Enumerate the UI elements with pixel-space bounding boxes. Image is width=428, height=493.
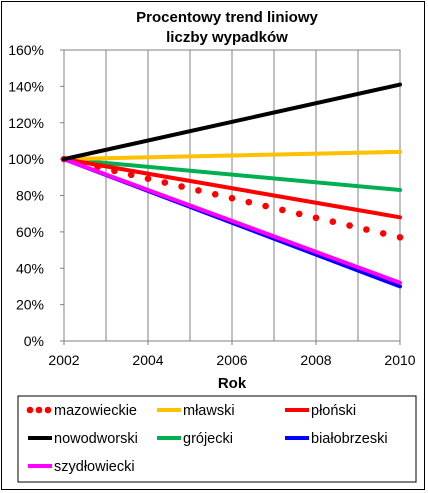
legend-label-mławski: mławski [183,403,235,419]
series-point-mazowieckie [363,226,370,233]
series-line-mławski [62,149,402,162]
legend-box [17,395,417,483]
legend-label-płoński: płoński [311,403,356,419]
y-tick-label: 140% [8,78,44,94]
x-tick-label: 2006 [216,352,247,368]
legend-label-szydłowiecki: szydłowiecki [54,459,135,475]
series-line-grójecki [62,157,402,193]
series-point-mazowieckie [329,218,337,225]
series-point-mazowieckie [195,187,202,194]
y-tick-label: 80% [16,188,44,204]
series-point-mazowieckie [346,222,353,229]
series-point-mazowieckie [312,214,320,222]
legend-label-grójecki: grójecki [183,431,233,447]
legend-label-białobrzeski: białobrzeski [311,431,388,447]
legend-marker-mazowieckie [26,406,34,414]
series-point-mazowieckie [178,183,185,190]
series-point-mazowieckie [379,230,387,237]
series-point-mazowieckie [161,179,169,186]
y-tick-label: 60% [16,224,44,240]
y-tick-label: 20% [16,297,44,313]
x-tick-label: 2004 [132,352,163,368]
series-point-mazowieckie [144,175,152,182]
x-tick-label: 2002 [48,352,79,368]
y-tick-label: 40% [16,260,44,276]
series-line-nowodworski [62,82,402,162]
series-point-mazowieckie [211,191,219,198]
y-tick-label: 120% [8,115,44,131]
y-tick-label: 100% [8,151,44,167]
y-tick-label: 0% [24,333,44,349]
series-point-mazowieckie [127,171,135,179]
legend-marker-mazowieckie [44,406,52,414]
chart-title-line-2: liczby wypadków [166,29,288,46]
chart-title-line-1: Procentowy trend liniowy [136,9,318,26]
series-point-mazowieckie [262,202,269,210]
series-line-szydłowiecki [62,157,402,285]
legend-marker-mazowieckie [35,406,43,414]
series-point-mazowieckie [279,206,286,214]
series-point-mazowieckie [228,194,236,202]
series-point-mazowieckie [396,234,404,241]
x-tick-label: 2010 [384,352,415,368]
legend-label-nowodworski: nowodworski [54,431,138,447]
legend-label-mazowieckie: mazowieckie [54,403,137,419]
series-point-mazowieckie [295,210,303,218]
x-tick-label: 2008 [300,352,331,368]
series-point-mazowieckie [245,198,253,206]
x-axis-label: Rok [218,375,247,392]
y-tick-label: 160% [8,42,44,58]
series-line-płoński [62,157,402,220]
